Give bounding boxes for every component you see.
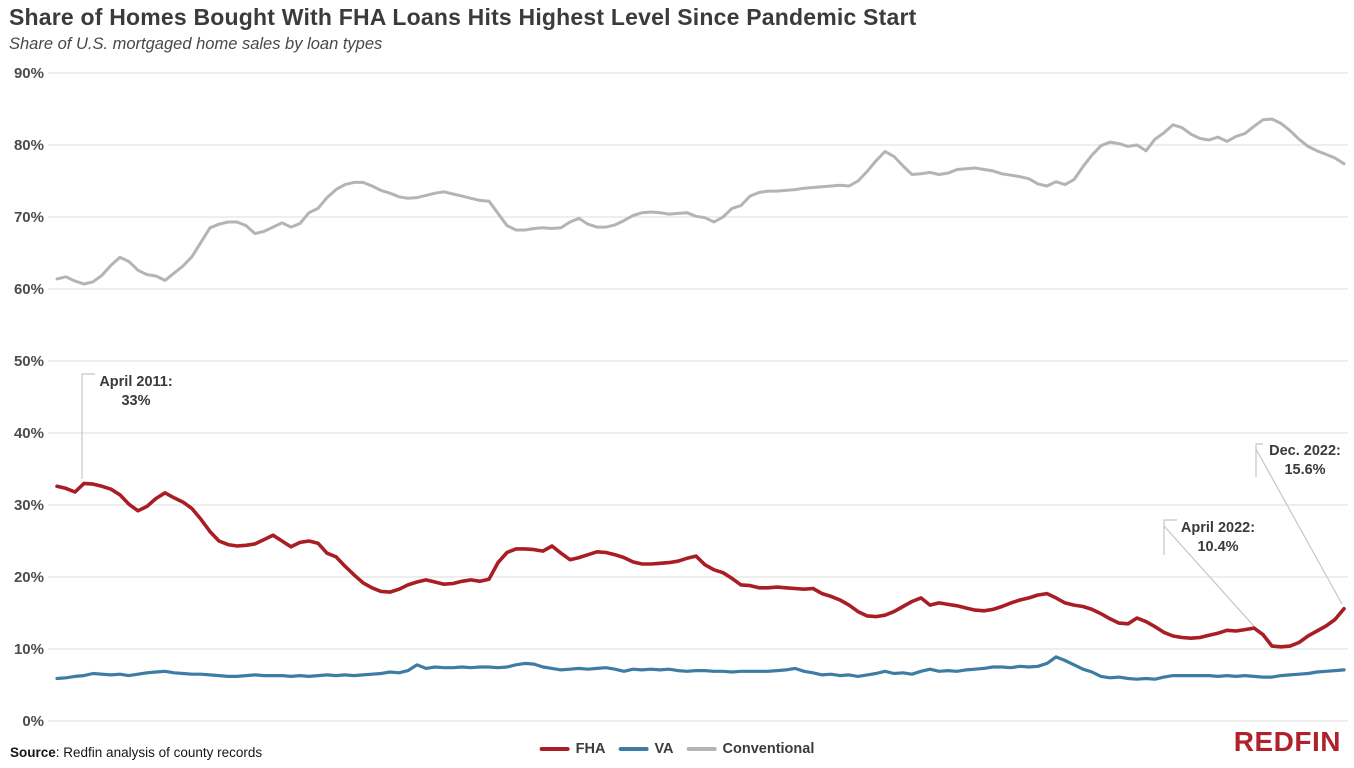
chart-subtitle: Share of U.S. mortgaged home sales by lo… (9, 35, 383, 53)
y-axis-label: 90% (14, 65, 44, 82)
redfin-logo: REDFIN (1233, 726, 1341, 757)
va-line (55, 655, 1346, 681)
annotation-april-2011: April 2011: 33% (84, 373, 188, 411)
source-note: Source: Redfin analysis of county record… (10, 745, 262, 760)
legend: FHA VA Conventional (539, 741, 815, 757)
legend-item-conventional: Conventional (686, 741, 815, 757)
legend-item-fha: FHA (539, 741, 606, 757)
y-axis-label: 20% (14, 569, 44, 586)
y-axis-label: 10% (14, 641, 44, 658)
conventional-line-swatch-icon (686, 747, 717, 751)
y-axis-label: 70% (14, 209, 44, 226)
annotation-leader-line (1163, 519, 1177, 555)
annotation-leader-line (81, 373, 95, 479)
y-axis-label: 50% (14, 353, 44, 370)
legend-label-fha: FHA (575, 741, 606, 757)
legend-item-va: VA (618, 741, 674, 757)
annotation-value: 33% (121, 393, 151, 409)
fha-line (55, 481, 1346, 649)
y-axis-label: 0% (22, 713, 44, 730)
source-text: : Redfin analysis of county records (55, 745, 263, 760)
y-axis-label: 40% (14, 425, 44, 442)
annotation-april-2022: April 2022: 10.4% (1166, 519, 1270, 557)
annotation-leader-line (1163, 525, 1270, 644)
fha-line-swatch-icon (539, 747, 570, 751)
legend-label-conventional: Conventional (722, 741, 815, 757)
y-axis-label: 30% (14, 497, 44, 514)
annotation-leader-line (1255, 443, 1263, 477)
legend-label-va: VA (654, 741, 674, 757)
source-label: Source (10, 745, 56, 760)
annotation-dec-2022: Dec. 2022: 15.6% (1256, 442, 1354, 480)
annotation-value: 10.4% (1197, 539, 1239, 555)
annotation-label: April 2022: (1180, 520, 1256, 536)
conventional-line (55, 117, 1346, 286)
annotation-value: 15.6% (1284, 462, 1326, 478)
y-axis-label: 60% (14, 281, 44, 298)
annotation-label: Dec. 2022: (1269, 443, 1341, 459)
annotation-label: April 2011: (99, 374, 173, 390)
chart-title: Share of Homes Bought With FHA Loans Hit… (9, 4, 917, 30)
y-axis-label: 80% (14, 137, 44, 154)
va-line-swatch-icon (618, 747, 649, 751)
annotation-leader-line (1255, 448, 1343, 605)
